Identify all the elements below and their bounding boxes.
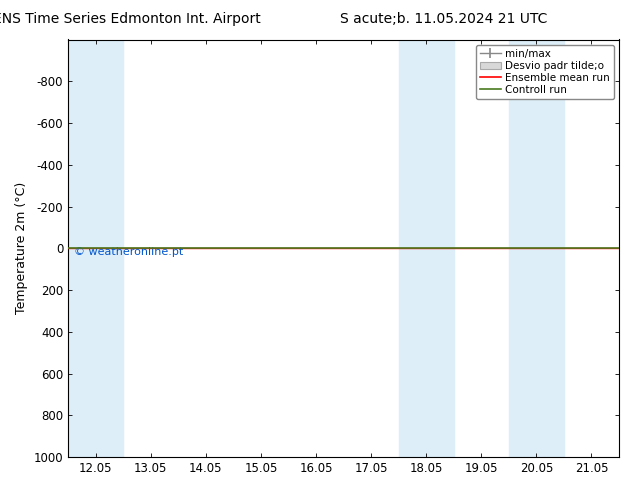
Text: S acute;b. 11.05.2024 21 UTC: S acute;b. 11.05.2024 21 UTC (340, 12, 548, 26)
Bar (68, 40, 123, 457)
Legend: min/max, Desvio padr tilde;o, Ensemble mean run, Controll run: min/max, Desvio padr tilde;o, Ensemble m… (476, 45, 614, 99)
Bar (399, 40, 454, 457)
Text: © weatheronline.pt: © weatheronline.pt (74, 247, 183, 257)
Y-axis label: Temperature 2m (°C): Temperature 2m (°C) (15, 182, 28, 315)
Bar (509, 40, 564, 457)
Text: ENS Time Series Edmonton Int. Airport: ENS Time Series Edmonton Int. Airport (0, 12, 261, 26)
